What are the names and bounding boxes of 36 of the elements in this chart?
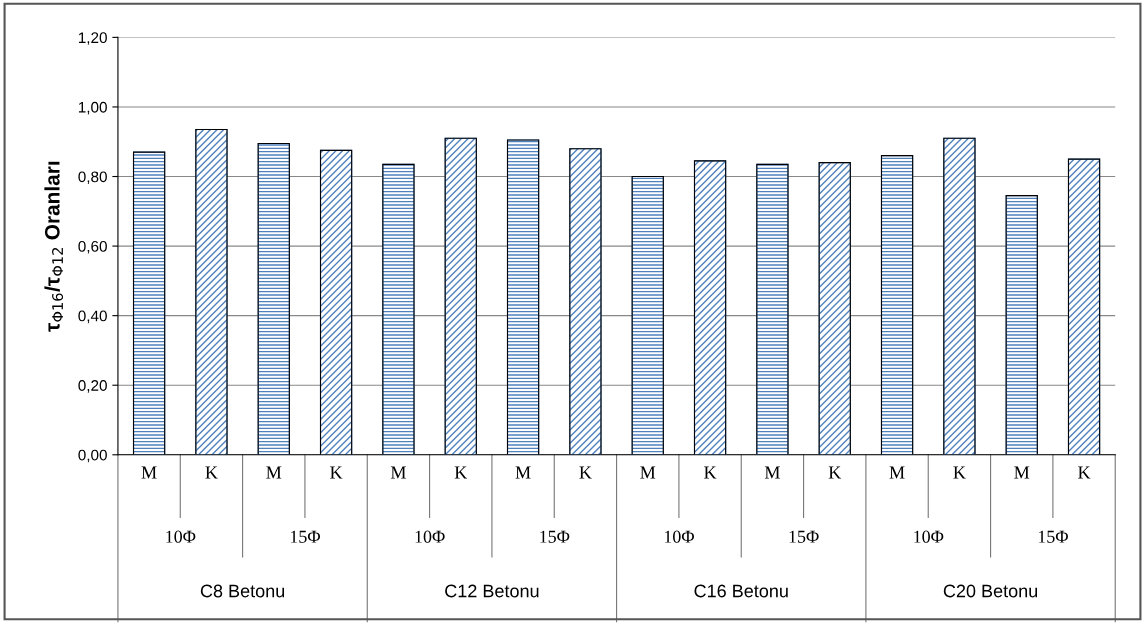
y-tick-label: 0,60 (78, 240, 107, 254)
text: 15Φ (540, 530, 570, 543)
text: C8 Betonu (200, 584, 285, 598)
text: C16 Betonu (694, 584, 788, 598)
text: C12 Betonu (445, 584, 539, 598)
x-tick-label: K (953, 466, 966, 479)
text: 15Φ (1038, 530, 1068, 543)
x-tick-label: K (704, 466, 717, 479)
x-tick-label: K (579, 466, 592, 479)
text: 10Φ (914, 530, 944, 543)
x-tick-label: M (764, 466, 780, 479)
text: 15Φ (290, 530, 321, 543)
x-tick-label: K (454, 466, 468, 479)
x-tick-label: K (1078, 466, 1091, 479)
x-tick-label: M (390, 466, 406, 479)
x-tick-label: M (141, 466, 157, 479)
text: 15Φ (789, 530, 819, 543)
y-tick-label: 0,80 (78, 171, 107, 185)
y-tick-label: 0,40 (78, 310, 107, 324)
x-tick-label: M (515, 466, 531, 479)
x-tick-label: M (640, 466, 656, 479)
y-tick-label: 0,00 (78, 449, 107, 463)
x-tick-label: K (330, 466, 343, 479)
text: C20 Betonu (943, 584, 1038, 598)
x-tick-label: M (889, 466, 905, 479)
y-tick-label: 0,20 (78, 380, 107, 393)
x-tick-label: K (205, 466, 218, 479)
y-axis-title: τ$_{Φ16}$/τ$_{Φ12}$ Oranları (44, 161, 64, 332)
text: 10Φ (415, 530, 445, 543)
y-tick-label: 1,00 (78, 101, 107, 115)
y-tick-label: 1,20 (78, 32, 107, 45)
x-tick-label: M (1014, 466, 1030, 479)
text: 10Φ (166, 530, 196, 543)
x-tick-label: K (828, 466, 842, 479)
text: 10Φ (664, 530, 694, 543)
x-tick-label: M (266, 466, 282, 479)
